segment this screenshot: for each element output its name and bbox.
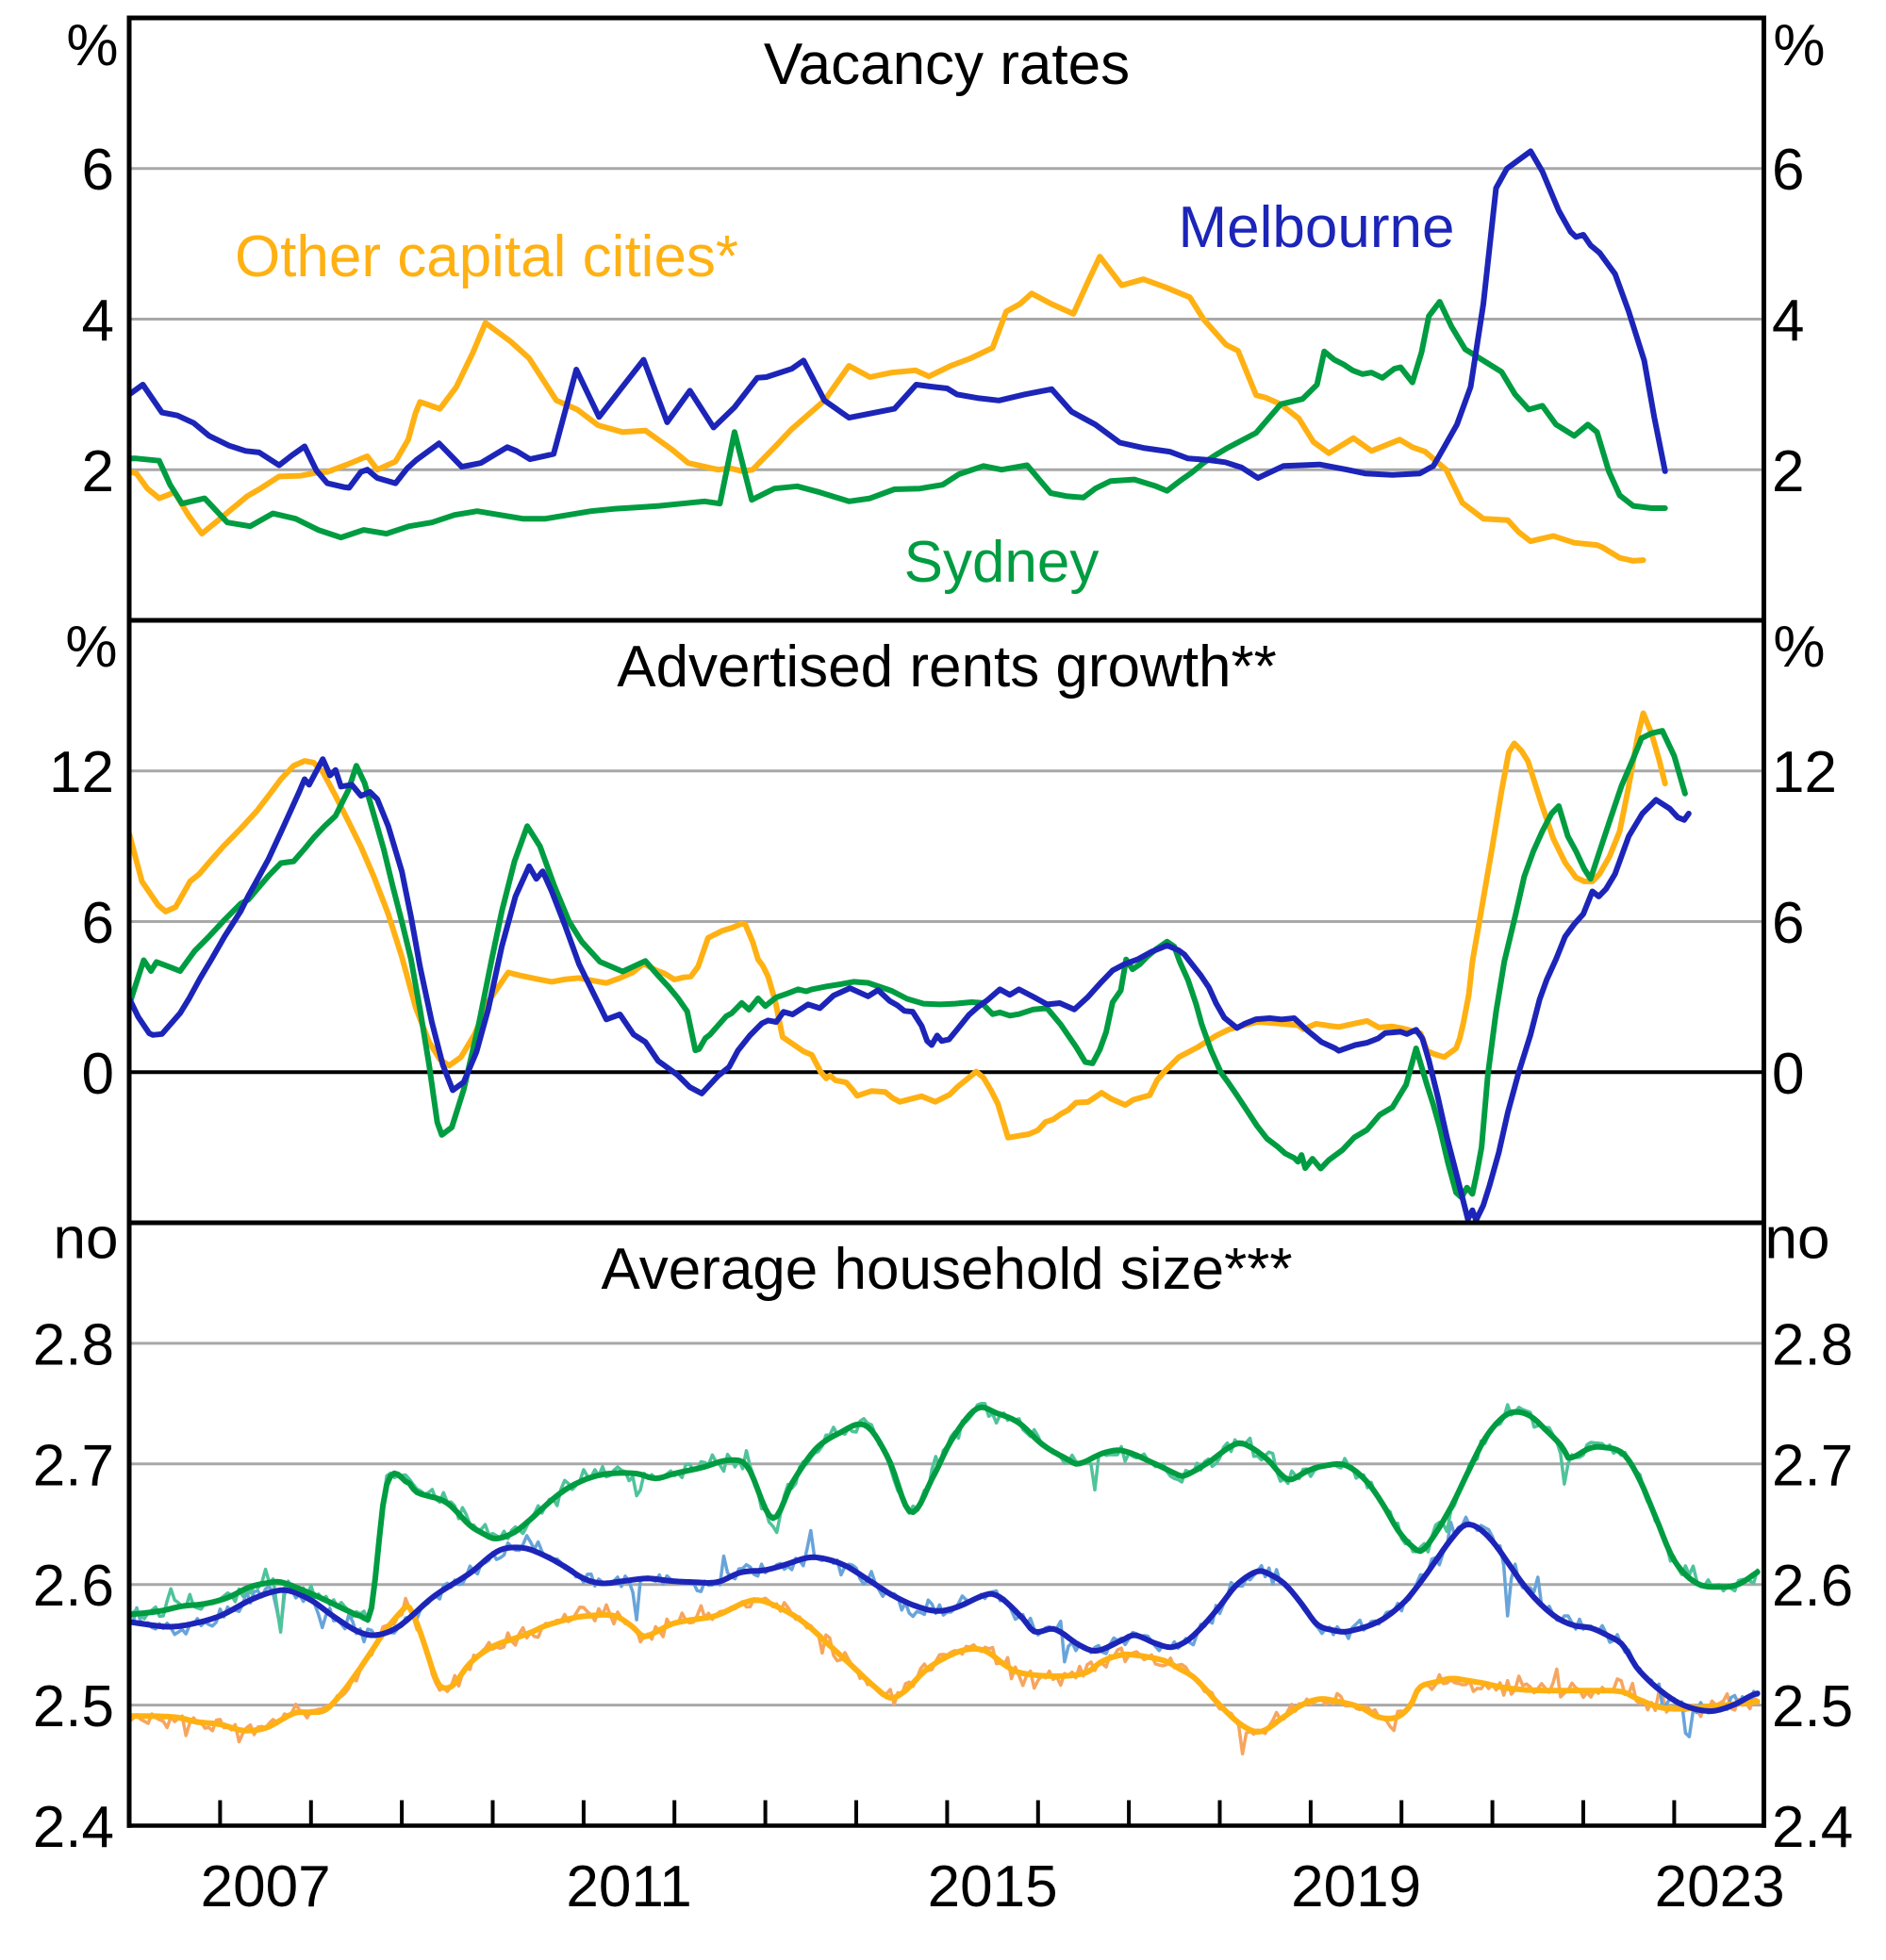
svg-text:2: 2 (82, 439, 114, 504)
svg-text:2.7: 2.7 (1772, 1433, 1853, 1498)
svg-text:%: % (66, 13, 118, 78)
svg-text:6: 6 (1772, 891, 1804, 956)
svg-text:2.5: 2.5 (33, 1674, 114, 1739)
svg-text:Other capital cities*: Other capital cities* (235, 224, 738, 289)
svg-text:2007: 2007 (201, 1854, 331, 1919)
svg-text:no: no (54, 1207, 119, 1272)
svg-text:2015: 2015 (928, 1854, 1058, 1919)
svg-text:2.6: 2.6 (33, 1554, 114, 1619)
svg-text:Vacancy rates: Vacancy rates (764, 32, 1130, 97)
svg-text:2.8: 2.8 (1772, 1312, 1853, 1377)
svg-text:2.5: 2.5 (1772, 1674, 1853, 1739)
svg-text:4: 4 (1772, 288, 1804, 354)
svg-text:2.6: 2.6 (1772, 1554, 1853, 1619)
svg-text:2011: 2011 (566, 1854, 691, 1919)
svg-text:6: 6 (1772, 138, 1804, 203)
svg-text:2023: 2023 (1655, 1854, 1785, 1919)
svg-text:%: % (65, 615, 117, 680)
svg-text:2.4: 2.4 (1772, 1795, 1853, 1860)
svg-text:Average household size***: Average household size*** (601, 1237, 1292, 1302)
svg-text:2019: 2019 (1291, 1854, 1421, 1919)
svg-text:12: 12 (49, 740, 114, 805)
svg-text:2.8: 2.8 (33, 1312, 114, 1377)
svg-text:0: 0 (1772, 1042, 1804, 1107)
svg-text:%: % (1773, 615, 1825, 680)
svg-text:12: 12 (1772, 740, 1837, 805)
svg-text:Advertised rents growth**: Advertised rents growth** (617, 634, 1277, 700)
svg-text:6: 6 (82, 138, 114, 203)
svg-text:2.4: 2.4 (33, 1795, 114, 1860)
svg-text:%: % (1773, 13, 1825, 78)
svg-text:4: 4 (82, 288, 114, 354)
svg-text:no: no (1765, 1207, 1830, 1272)
svg-text:6: 6 (82, 891, 114, 956)
svg-text:2: 2 (1772, 439, 1804, 504)
svg-text:Melbourne: Melbourne (1179, 195, 1455, 260)
svg-text:2.7: 2.7 (33, 1433, 114, 1498)
svg-text:0: 0 (82, 1042, 114, 1107)
svg-text:Sydney: Sydney (904, 530, 1100, 595)
